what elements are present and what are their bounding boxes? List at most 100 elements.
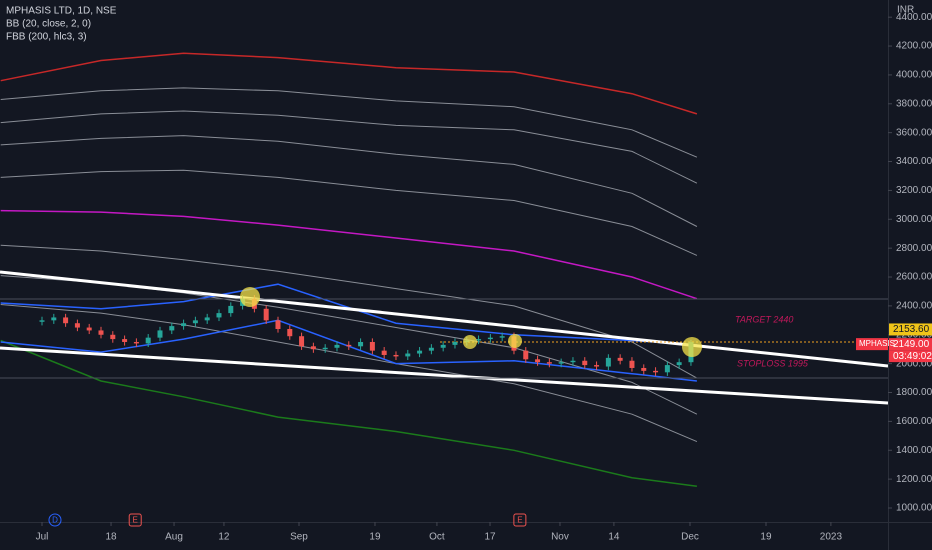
candle-body	[216, 313, 222, 318]
currency: INR	[897, 5, 914, 16]
countdown: 03:49:02	[893, 351, 932, 362]
candle-body	[405, 353, 411, 357]
candle-body	[664, 365, 670, 373]
event-marker	[128, 513, 142, 527]
x-tick-label: Sep	[290, 532, 308, 543]
candle-body	[228, 305, 234, 314]
candle-body	[629, 360, 635, 368]
candle-body	[535, 359, 541, 363]
symbol-tag-box	[856, 338, 888, 351]
candle-body	[653, 370, 659, 373]
candle-body	[641, 367, 647, 371]
event-label: E	[133, 516, 138, 525]
candle-body	[322, 347, 328, 350]
candle-body	[74, 323, 80, 328]
candle-body	[334, 344, 340, 348]
candle-body	[110, 334, 116, 340]
candle-body	[558, 362, 564, 364]
band-line	[0, 169, 698, 256]
x-tick-label: Oct	[429, 532, 445, 543]
candle-body	[39, 320, 45, 322]
band-line	[0, 304, 698, 443]
candle-body	[204, 317, 210, 321]
band-line	[0, 283, 697, 346]
price-label-box	[889, 338, 932, 351]
y-tick-label: 1200.00	[896, 474, 932, 485]
candle-body	[157, 330, 163, 338]
y-tick-label: 1400.00	[896, 445, 932, 456]
candle-body	[358, 341, 364, 347]
x-tick-label: Aug	[165, 532, 183, 543]
trendline	[0, 270, 888, 368]
candle-body	[452, 341, 458, 345]
highlight	[682, 337, 702, 357]
y-tick-label: 3800.00	[896, 98, 932, 109]
candle-body	[428, 347, 434, 351]
symbol-title: MPHASIS LTD, 1D, NSE	[6, 6, 117, 17]
candle-body	[617, 357, 623, 361]
band-line	[0, 135, 698, 227]
candle-body	[369, 341, 375, 351]
event-marker	[48, 513, 62, 527]
candle-body	[346, 344, 352, 347]
indicator: BB (20, close, 2, 0)	[6, 19, 91, 30]
candle-body	[499, 336, 505, 338]
x-tick-label: 18	[105, 532, 117, 543]
event-marker	[513, 513, 527, 527]
candle-body	[594, 365, 600, 367]
y-tick-label: 2600.00	[896, 272, 932, 283]
y-tick-label: 2000.00	[896, 358, 932, 369]
y-tick-label: 3200.00	[896, 185, 932, 196]
candle-body	[275, 320, 281, 329]
price-label: 2153.60	[893, 324, 930, 335]
band-line	[0, 339, 697, 488]
highlight	[463, 335, 477, 349]
candle-body	[582, 360, 588, 366]
y-tick-label: 1800.00	[896, 387, 932, 398]
x-tick-label: 19	[760, 532, 772, 543]
candle-body	[299, 336, 305, 347]
event-label: D	[52, 516, 58, 525]
x-tick-label: Nov	[551, 532, 569, 543]
y-tick-label: 4000.00	[896, 70, 932, 81]
plot-area: TARGET 2440 STOPLOSS 1995	[0, 52, 888, 488]
candle-body	[570, 360, 576, 363]
candle-body	[523, 350, 529, 360]
event-label: E	[517, 516, 522, 525]
trendline	[0, 346, 888, 405]
price-label-box	[889, 323, 932, 336]
band-line	[0, 110, 698, 184]
x-tick-label: 19	[369, 532, 381, 543]
annotation: TARGET 2440	[735, 314, 793, 324]
y-tick-label: 1600.00	[896, 416, 932, 427]
x-tick-label: 17	[484, 532, 496, 543]
y-tick-label: 3000.00	[896, 214, 932, 225]
candle-body	[263, 308, 269, 321]
highlight	[240, 287, 260, 307]
candle-body	[51, 317, 57, 321]
candle-body	[487, 337, 493, 340]
candle-body	[546, 362, 552, 364]
x-tick-label: 2023	[820, 532, 843, 543]
candle-body	[133, 341, 139, 344]
candle-body	[192, 320, 198, 324]
indicator: FBB (200, hlc3, 3)	[6, 32, 87, 43]
y-tick-label: 4200.00	[896, 41, 932, 52]
band-line	[0, 52, 698, 115]
candle-body	[98, 330, 104, 335]
candle-body	[605, 357, 611, 367]
candle-body	[310, 346, 316, 350]
candle-body	[145, 337, 151, 344]
candle-body	[440, 344, 446, 348]
y-tick-label: 3600.00	[896, 127, 932, 138]
x-tick-label: 14	[608, 532, 620, 543]
band-line	[0, 87, 698, 158]
y-tick-label: 2400.00	[896, 301, 932, 312]
y-tick-label: 3400.00	[896, 156, 932, 167]
highlight	[508, 334, 522, 348]
candle-body	[417, 350, 423, 354]
candle-body	[381, 350, 387, 355]
